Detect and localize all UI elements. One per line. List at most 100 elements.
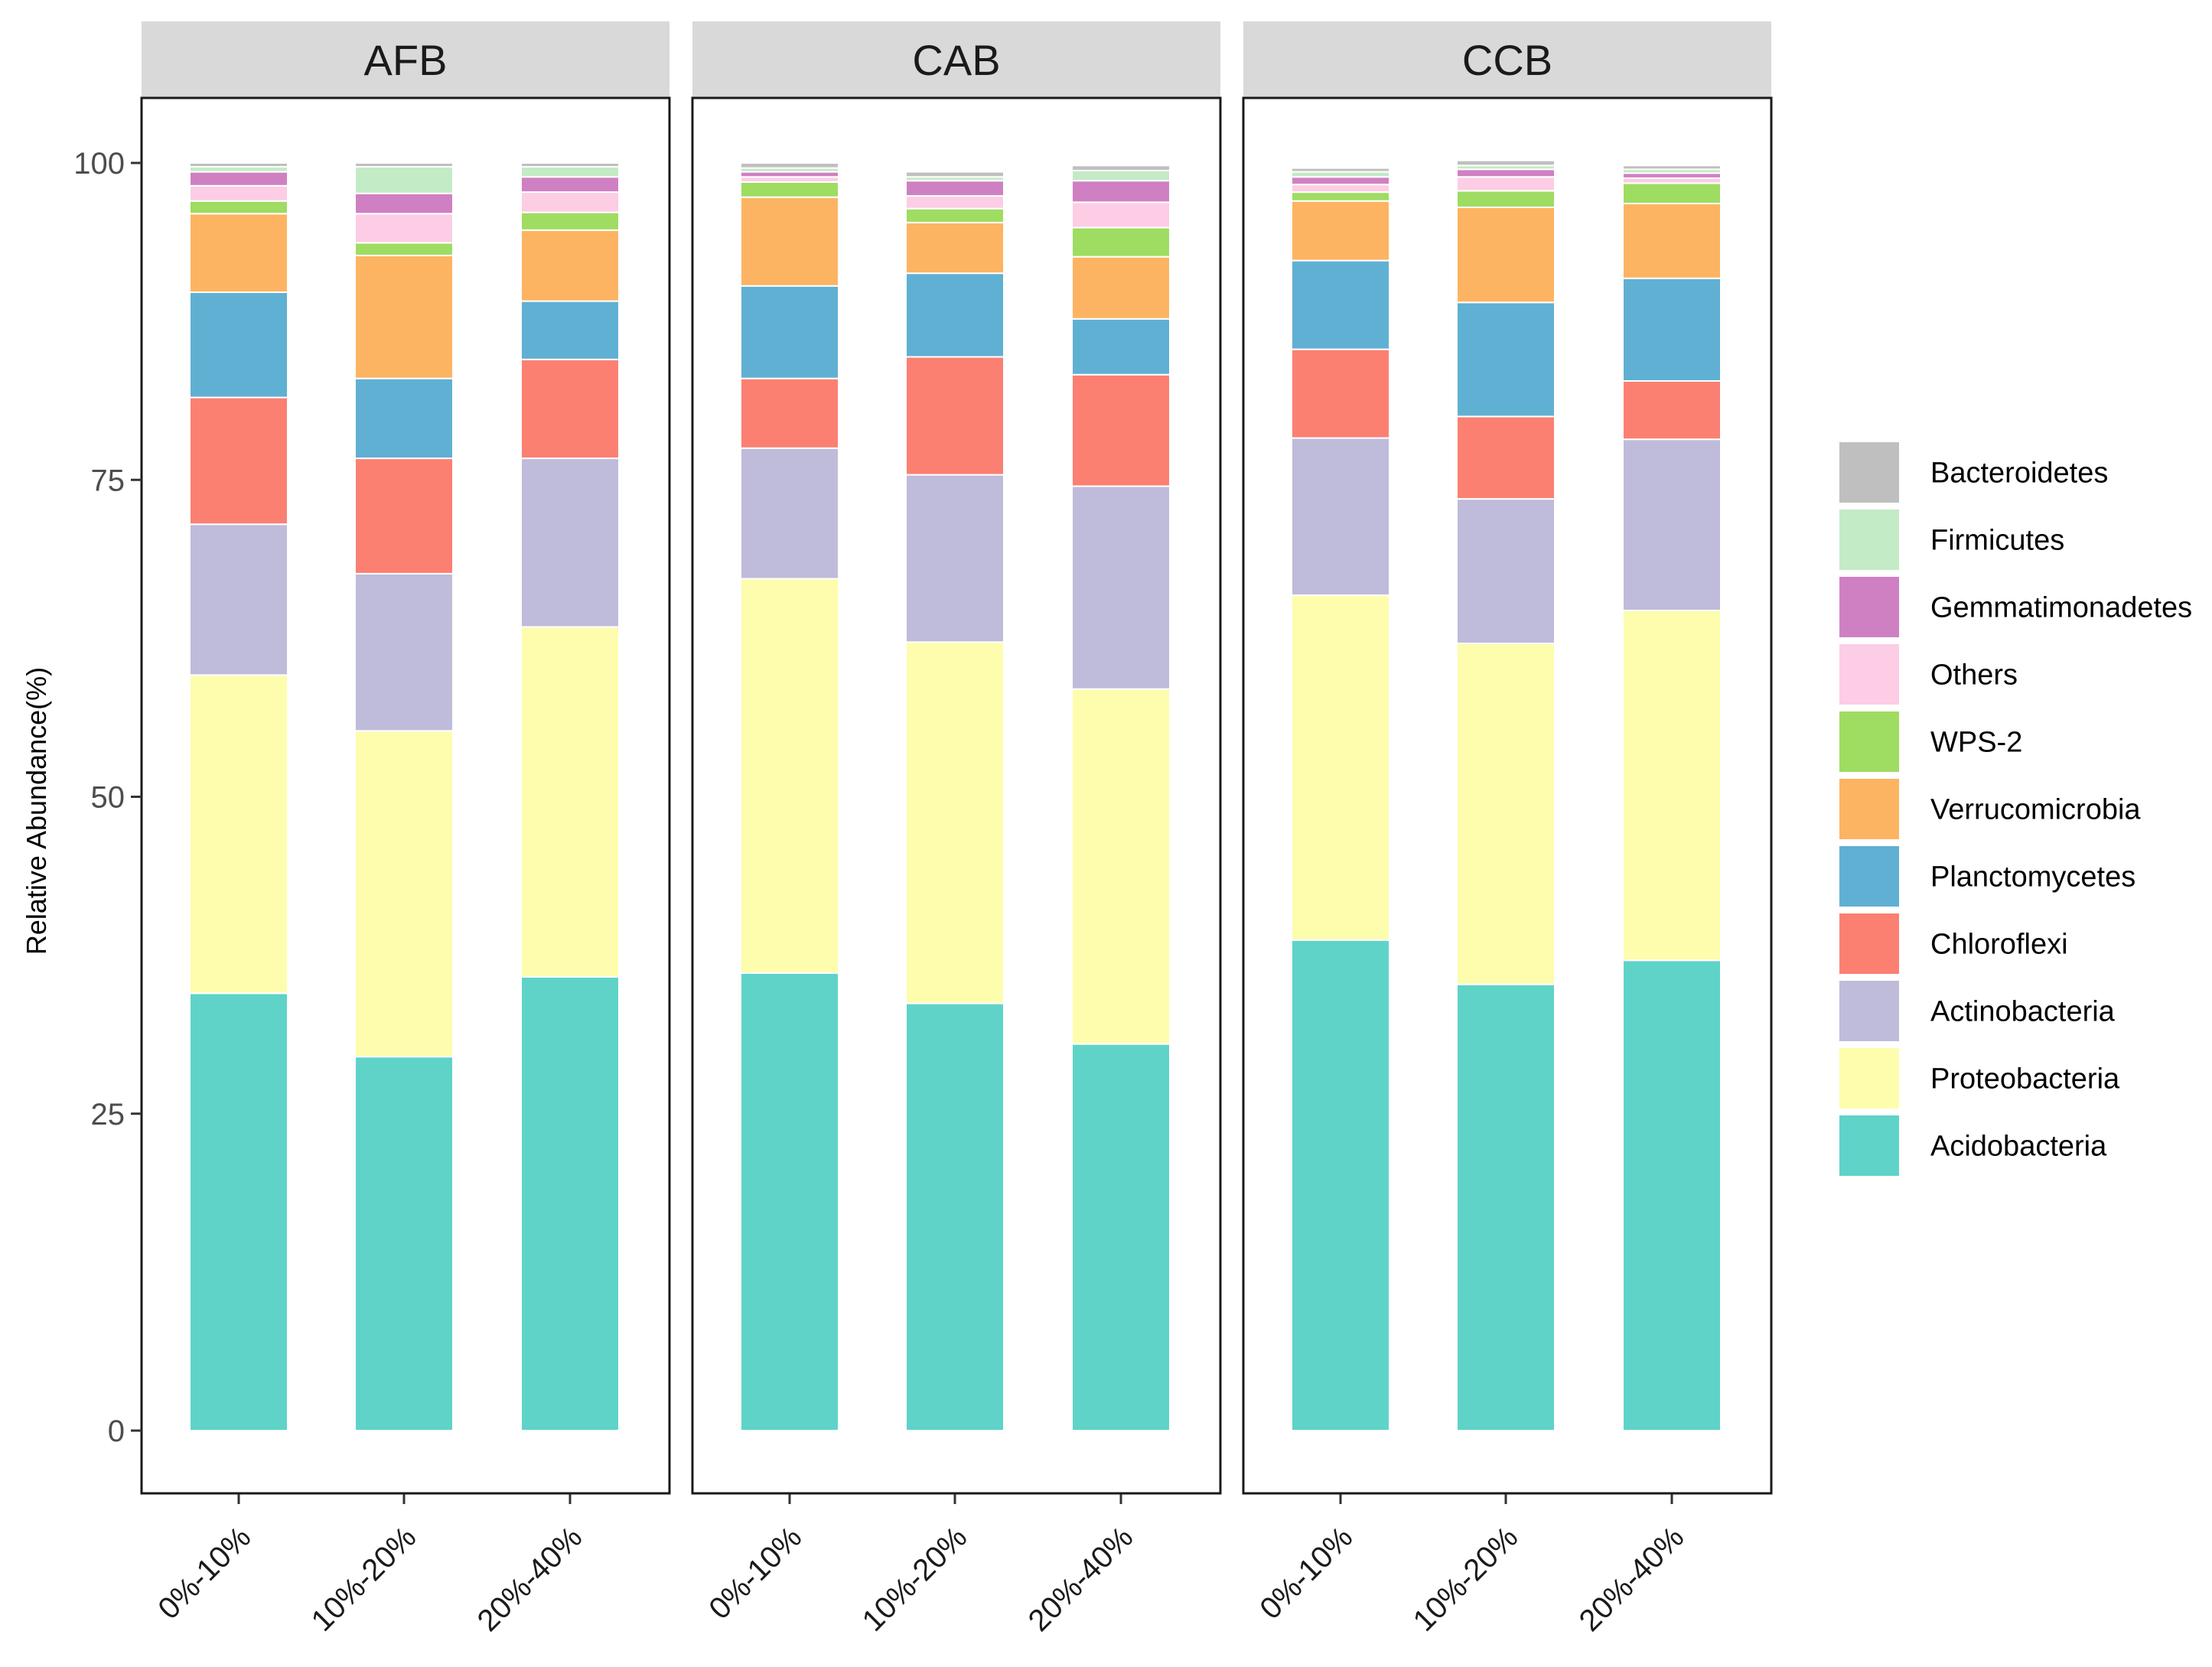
bar-segment-planctomycetes xyxy=(520,300,620,360)
bar-segment-gemmatimonadetes xyxy=(905,180,1005,197)
bar-cab-20-40 xyxy=(1071,164,1171,1431)
x-tick-label: 10%-20% xyxy=(1407,1520,1525,1638)
bar-segment-wps-2 xyxy=(1291,191,1390,202)
bar-segment-proteobacteria xyxy=(1622,609,1722,962)
bar-ccb-10-20 xyxy=(1456,159,1556,1431)
bar-segment-wps-2 xyxy=(1456,190,1556,208)
strip-header xyxy=(1243,21,1771,98)
bar-segment-planctomycetes xyxy=(1291,259,1390,350)
strip-label: AFB xyxy=(364,36,448,84)
bar-segment-wps-2 xyxy=(520,211,620,231)
panel-border xyxy=(691,96,1222,1495)
legend-item-planctomycetes: Planctomycetes xyxy=(1838,845,2135,908)
legend-swatch xyxy=(1838,1047,1901,1110)
legend-label: Gemmatimonadetes xyxy=(1930,592,2192,624)
bar-segment-firmicutes xyxy=(520,165,620,178)
strip-label: CCB xyxy=(1462,36,1552,84)
strip-header xyxy=(142,21,669,98)
bar-segment-gemmatimonadetes xyxy=(1456,168,1556,178)
bar-segment-acidobacteria xyxy=(189,992,288,1431)
bar-segment-verrucomicrobia xyxy=(520,229,620,302)
bar-segment-planctomycetes xyxy=(354,377,454,460)
bar-segment-acidobacteria xyxy=(1291,939,1390,1431)
bar-segment-proteobacteria xyxy=(740,578,839,974)
bar-segment-gemmatimonadetes xyxy=(1291,176,1390,186)
bar-segment-planctomycetes xyxy=(1071,317,1171,376)
legend-item-bacteroidetes: Bacteroidetes xyxy=(1838,441,2108,504)
bar-segment-chloroflexi xyxy=(1291,348,1390,439)
bar-segment-bacteroidetes xyxy=(1622,164,1722,171)
y-axis-title: Relative Abundance(%) xyxy=(21,667,52,955)
bar-segment-chloroflexi xyxy=(520,358,620,460)
legend-item-chloroflexi: Chloroflexi xyxy=(1838,912,2068,975)
bar-segment-chloroflexi xyxy=(189,396,288,526)
bar-segment-chloroflexi xyxy=(1622,380,1722,441)
bar-segment-wps-2 xyxy=(740,181,839,198)
legend-item-actinobacteria: Actinobacteria xyxy=(1838,979,2116,1043)
legend-swatch xyxy=(1838,508,1901,571)
bar-segment-bacteroidetes xyxy=(905,171,1005,178)
legend-swatch xyxy=(1838,777,1901,841)
bar-segment-others xyxy=(189,184,288,202)
bar-segment-others xyxy=(905,195,1005,210)
legend-label: Bacteroidetes xyxy=(1930,457,2108,490)
legend-label: Planctomycetes xyxy=(1930,861,2135,894)
bar-segment-gemmatimonadetes xyxy=(1071,180,1171,203)
bar-segment-verrucomicrobia xyxy=(354,254,454,379)
bar-ccb-20-40 xyxy=(1622,164,1722,1432)
bar-segment-acidobacteria xyxy=(740,972,839,1431)
bar-segment-gemmatimonadetes xyxy=(354,192,454,215)
panel-afb: AFB 0%-10% 10%-20% 20%-40% xyxy=(140,21,671,1638)
bar-segment-actinobacteria xyxy=(1291,437,1390,597)
legend-label: Actinobacteria xyxy=(1930,996,2116,1028)
x-tick-label: 0%-10% xyxy=(1253,1520,1359,1626)
facet-panels: AFB 0%-10% 10%-20% 20%-40% CAB 0%-10% 10%-20% 2… xyxy=(140,21,1773,1638)
x-tick-label: 10%-20% xyxy=(305,1520,423,1638)
legend-swatch xyxy=(1838,710,1901,773)
y-tick-label: 100 xyxy=(73,147,125,181)
bar-segment-chloroflexi xyxy=(905,356,1005,476)
legend-swatch xyxy=(1838,575,1901,639)
bar-segment-planctomycetes xyxy=(1622,277,1722,383)
bar-segment-bacteroidetes xyxy=(740,162,839,169)
legend-swatch xyxy=(1838,979,1901,1043)
bar-segment-actinobacteria xyxy=(520,457,620,628)
legend-label: Verrucomicrobia xyxy=(1930,794,2141,826)
y-tick-label: 25 xyxy=(91,1098,125,1131)
bar-segment-gemmatimonadetes xyxy=(520,176,620,194)
bar-afb-20-40 xyxy=(520,162,620,1431)
legend-swatch xyxy=(1838,912,1901,975)
bar-segment-verrucomicrobia xyxy=(189,213,288,294)
bar-ccb-0-10 xyxy=(1291,167,1390,1431)
x-tick-label: 20%-40% xyxy=(1573,1520,1691,1638)
bar-segment-proteobacteria xyxy=(1291,594,1390,941)
bar-afb-10-20 xyxy=(354,162,454,1432)
legend-label: Proteobacteria xyxy=(1930,1063,2120,1096)
strip-header xyxy=(692,21,1220,98)
bar-segment-firmicutes xyxy=(1071,169,1171,182)
bar-segment-acidobacteria xyxy=(354,1056,454,1432)
bar-segment-proteobacteria xyxy=(905,641,1005,1004)
bar-cab-10-20 xyxy=(905,171,1005,1431)
legend-item-wps-2: WPS-2 xyxy=(1838,710,2022,773)
bar-segment-acidobacteria xyxy=(520,975,620,1431)
y-tick-label: 50 xyxy=(91,781,125,815)
bar-segment-actinobacteria xyxy=(1071,485,1171,690)
legend-item-proteobacteria: Proteobacteria xyxy=(1838,1047,2120,1110)
x-tick-label: 20%-40% xyxy=(471,1520,589,1638)
x-tick-label: 10%-20% xyxy=(856,1520,974,1638)
bar-segment-verrucomicrobia xyxy=(1456,206,1556,304)
bar-segment-actinobacteria xyxy=(354,572,454,732)
bar-segment-bacteroidetes xyxy=(354,162,454,168)
bar-segment-verrucomicrobia xyxy=(740,196,839,287)
panel-cab: CAB 0%-10% 10%-20% 20%-40% xyxy=(691,21,1222,1638)
bar-segment-planctomycetes xyxy=(905,272,1005,358)
bar-segment-proteobacteria xyxy=(354,730,454,1058)
bar-afb-0-10 xyxy=(189,162,288,1431)
legend-item-gemmatimonadetes: Gemmatimonadetes xyxy=(1838,575,2192,639)
x-tick-label: 0%-10% xyxy=(702,1520,808,1626)
bar-segment-proteobacteria xyxy=(1456,643,1556,985)
bar-segment-verrucomicrobia xyxy=(1291,200,1390,262)
bar-segment-bacteroidetes xyxy=(1071,164,1171,171)
